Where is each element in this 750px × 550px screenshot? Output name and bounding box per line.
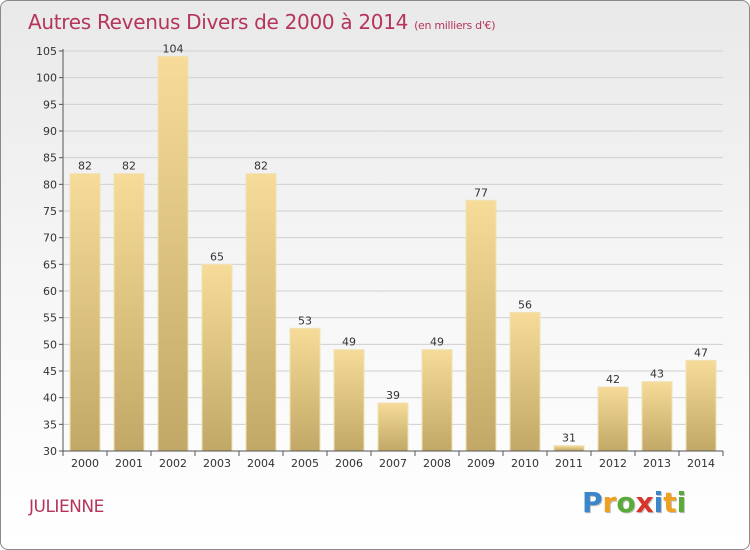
x-tick-label: 2009 xyxy=(467,457,495,470)
bars xyxy=(69,55,717,452)
logo-letter: P xyxy=(582,486,603,519)
x-tick-label: 2005 xyxy=(291,457,319,470)
y-tick-label: 60 xyxy=(43,285,57,298)
bar xyxy=(289,327,321,452)
y-tick-label: 80 xyxy=(43,178,57,191)
bar xyxy=(245,173,277,452)
x-tick-label: 2003 xyxy=(203,457,231,470)
y-tick-label: 30 xyxy=(43,445,57,458)
bar xyxy=(641,381,673,452)
data-label: 42 xyxy=(606,373,620,386)
bar xyxy=(157,55,189,452)
bar xyxy=(113,173,145,452)
data-label: 77 xyxy=(474,186,488,199)
bar xyxy=(685,359,717,452)
y-axis-ticks: 30 35 40 45 50 55 60 65 70 75 80 85 90 95 100 105 xyxy=(36,45,63,458)
x-tick-label: 2004 xyxy=(247,457,275,470)
logo-letter: r xyxy=(602,486,617,519)
data-label: 53 xyxy=(298,314,312,327)
bar xyxy=(597,386,629,452)
y-tick-label: 100 xyxy=(36,72,57,85)
y-tick-label: 105 xyxy=(36,45,57,58)
x-tick-label: 2010 xyxy=(511,457,539,470)
data-labels: 82 82 104 65 82 53 49 39 49 77 56 31 42 43 47 xyxy=(78,42,708,444)
x-tick-label: 2014 xyxy=(687,457,715,470)
data-label: 43 xyxy=(650,368,664,381)
data-label: 49 xyxy=(430,336,444,349)
bar xyxy=(553,445,585,452)
axes xyxy=(62,49,723,452)
x-tick-label: 2012 xyxy=(599,457,627,470)
data-label: 65 xyxy=(210,250,224,263)
x-tick-label: 2007 xyxy=(379,457,407,470)
logo-letter: i xyxy=(653,486,664,519)
y-tick-label: 40 xyxy=(43,392,57,405)
y-tick-label: 50 xyxy=(43,338,57,351)
y-tick-label: 65 xyxy=(43,258,57,271)
data-label: 49 xyxy=(342,336,356,349)
data-label: 82 xyxy=(78,160,92,173)
logo-letter: o xyxy=(616,486,636,519)
y-tick-label: 35 xyxy=(43,418,57,431)
bar xyxy=(333,349,365,452)
bar xyxy=(421,349,453,452)
x-tick-label: 2001 xyxy=(115,457,143,470)
bar xyxy=(201,263,233,452)
data-label: 82 xyxy=(254,160,268,173)
data-label: 104 xyxy=(163,42,184,55)
bar xyxy=(69,173,101,452)
bar xyxy=(509,311,541,452)
y-tick-label: 95 xyxy=(43,98,57,111)
x-tick-label: 2013 xyxy=(643,457,671,470)
x-tick-label: 2008 xyxy=(423,457,451,470)
chart-title-unit: (en milliers d'€) xyxy=(414,19,496,32)
place-name: JULIENNE xyxy=(29,497,104,517)
bar xyxy=(465,199,497,452)
x-tick-label: 2006 xyxy=(335,457,363,470)
chart-title: Autres Revenus Divers de 2000 à 2014 (en … xyxy=(28,10,496,34)
data-label: 31 xyxy=(562,432,576,445)
data-label: 82 xyxy=(122,160,136,173)
logo-letter: x xyxy=(635,486,654,519)
x-tick-label: 2011 xyxy=(555,457,583,470)
logo-letter: t xyxy=(663,486,677,519)
y-tick-label: 45 xyxy=(43,365,57,378)
y-tick-label: 55 xyxy=(43,312,57,325)
y-tick-label: 90 xyxy=(43,125,57,138)
proxiti-logo[interactable]: Proxiti xyxy=(582,486,686,519)
bar xyxy=(377,402,409,452)
data-label: 56 xyxy=(518,298,532,311)
x-tick-label: 2002 xyxy=(159,457,187,470)
data-label: 47 xyxy=(694,346,708,359)
chart-title-main: Autres Revenus Divers de 2000 à 2014 xyxy=(28,10,409,34)
y-tick-label: 75 xyxy=(43,205,57,218)
logo-letter: i xyxy=(676,486,687,519)
x-tick-label: 2000 xyxy=(71,457,99,470)
x-axis-ticks: 2000 2001 2002 2003 2004 2005 2006 2007 2008 2009… xyxy=(62,451,724,470)
data-label: 39 xyxy=(386,389,400,402)
y-tick-label: 70 xyxy=(43,232,57,245)
y-tick-label: 85 xyxy=(43,152,57,165)
